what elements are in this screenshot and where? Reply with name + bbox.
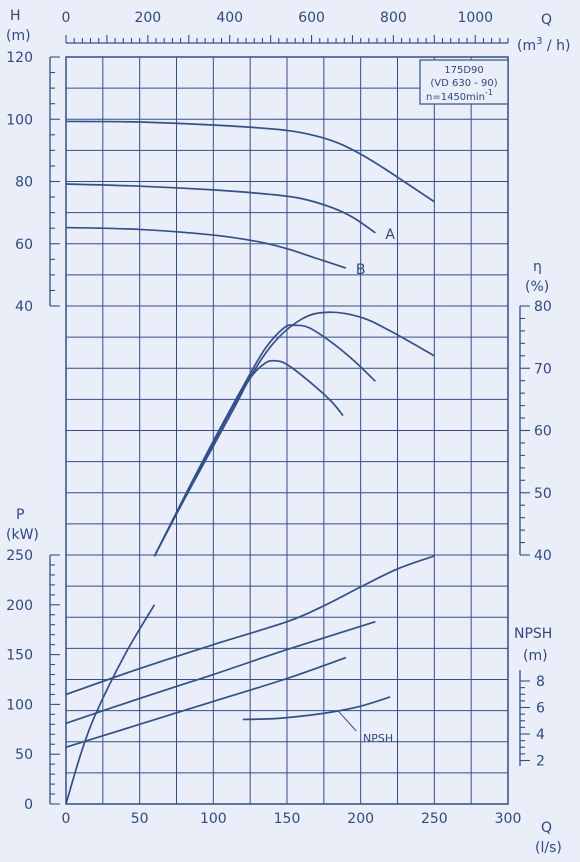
bottom-tick-label: 50 [131, 811, 149, 827]
top-axis-label: Q [541, 12, 552, 28]
head-axis-unit: (m) [6, 28, 31, 44]
power-tick-label: 250 [6, 548, 33, 564]
power-curve-a [65, 620, 376, 725]
info-variant: (VD 630 - 90) [430, 78, 497, 89]
head-curve-label-b: B [356, 262, 366, 278]
top-tick-label: 800 [380, 10, 407, 26]
head-curve-full [65, 120, 435, 203]
bottom-tick-label: 250 [421, 811, 448, 827]
power-axis-unit: (kW) [6, 527, 39, 543]
power-tick-label: 0 [24, 797, 33, 813]
head-axis-label: H [10, 8, 21, 24]
info-speed: n=1450min-1 [426, 88, 493, 103]
head-tick-label: 40 [15, 299, 33, 315]
top-tick-label: 0 [62, 10, 71, 26]
bottom-axis-label: Q [541, 820, 552, 836]
npsh-tick-label: 2 [536, 754, 545, 770]
efficiency-tick-label: 60 [534, 424, 552, 440]
bottom-tick-label: 0 [62, 811, 71, 827]
top-tick-label: 400 [216, 10, 243, 26]
bottom-axis-unit: (l/s) [535, 840, 562, 856]
efficiency-tick-label: 40 [534, 548, 552, 564]
top-tick-label: 200 [134, 10, 161, 26]
power-tick-label: 200 [6, 598, 33, 614]
power-rise-curve [65, 604, 156, 805]
grid [66, 57, 508, 804]
bottom-tick-label: 150 [274, 811, 301, 827]
head-tick-label: 100 [6, 112, 33, 128]
efficiency-tick-label: 80 [534, 299, 552, 315]
power-axis-label: P [16, 507, 24, 523]
npsh-axis-unit: (m) [523, 648, 548, 664]
info-box [419, 59, 509, 105]
power-tick-label: 150 [6, 648, 33, 664]
bottom-tick-label: 200 [347, 811, 374, 827]
head-curve-label-a: A [385, 227, 395, 243]
efficiency-curve-a [153, 324, 376, 557]
efficiency-curve-b [153, 359, 344, 557]
head-tick-label: 80 [15, 175, 33, 191]
efficiency-tick-label: 70 [534, 361, 552, 377]
top-tick-label: 1000 [457, 10, 493, 26]
npsh-tick-label: 8 [536, 674, 545, 690]
head-tick-label: 60 [15, 237, 33, 253]
power-curve-b [65, 656, 347, 749]
power-tick-label: 50 [15, 747, 33, 763]
npsh-tick-label: 6 [536, 701, 545, 717]
npsh-label-leader [338, 711, 357, 732]
top-axis-unit: (m3 / h) [517, 36, 570, 54]
efficiency-axis-label: η [533, 259, 542, 275]
bottom-tick-label: 300 [495, 811, 522, 827]
head-curve-a [65, 183, 376, 234]
power-tick-label: 100 [6, 697, 33, 713]
npsh-tick-label: 4 [536, 727, 545, 743]
npsh-curve-label: NPSH [363, 732, 393, 745]
npsh-curve [242, 696, 391, 721]
plot-frame [65, 56, 509, 805]
head-tick-label: 120 [6, 50, 33, 66]
power-curve-full [65, 555, 435, 696]
efficiency-tick-label: 50 [534, 486, 552, 502]
efficiency-axis-unit: (%) [525, 279, 549, 295]
info-model: 175D90 [444, 65, 484, 76]
curves: A B NPSH [65, 120, 435, 805]
top-tick-label: 600 [298, 10, 325, 26]
head-curve-b [65, 226, 347, 269]
bottom-tick-label: 100 [200, 811, 227, 827]
npsh-axis-label: NPSH [514, 626, 552, 642]
